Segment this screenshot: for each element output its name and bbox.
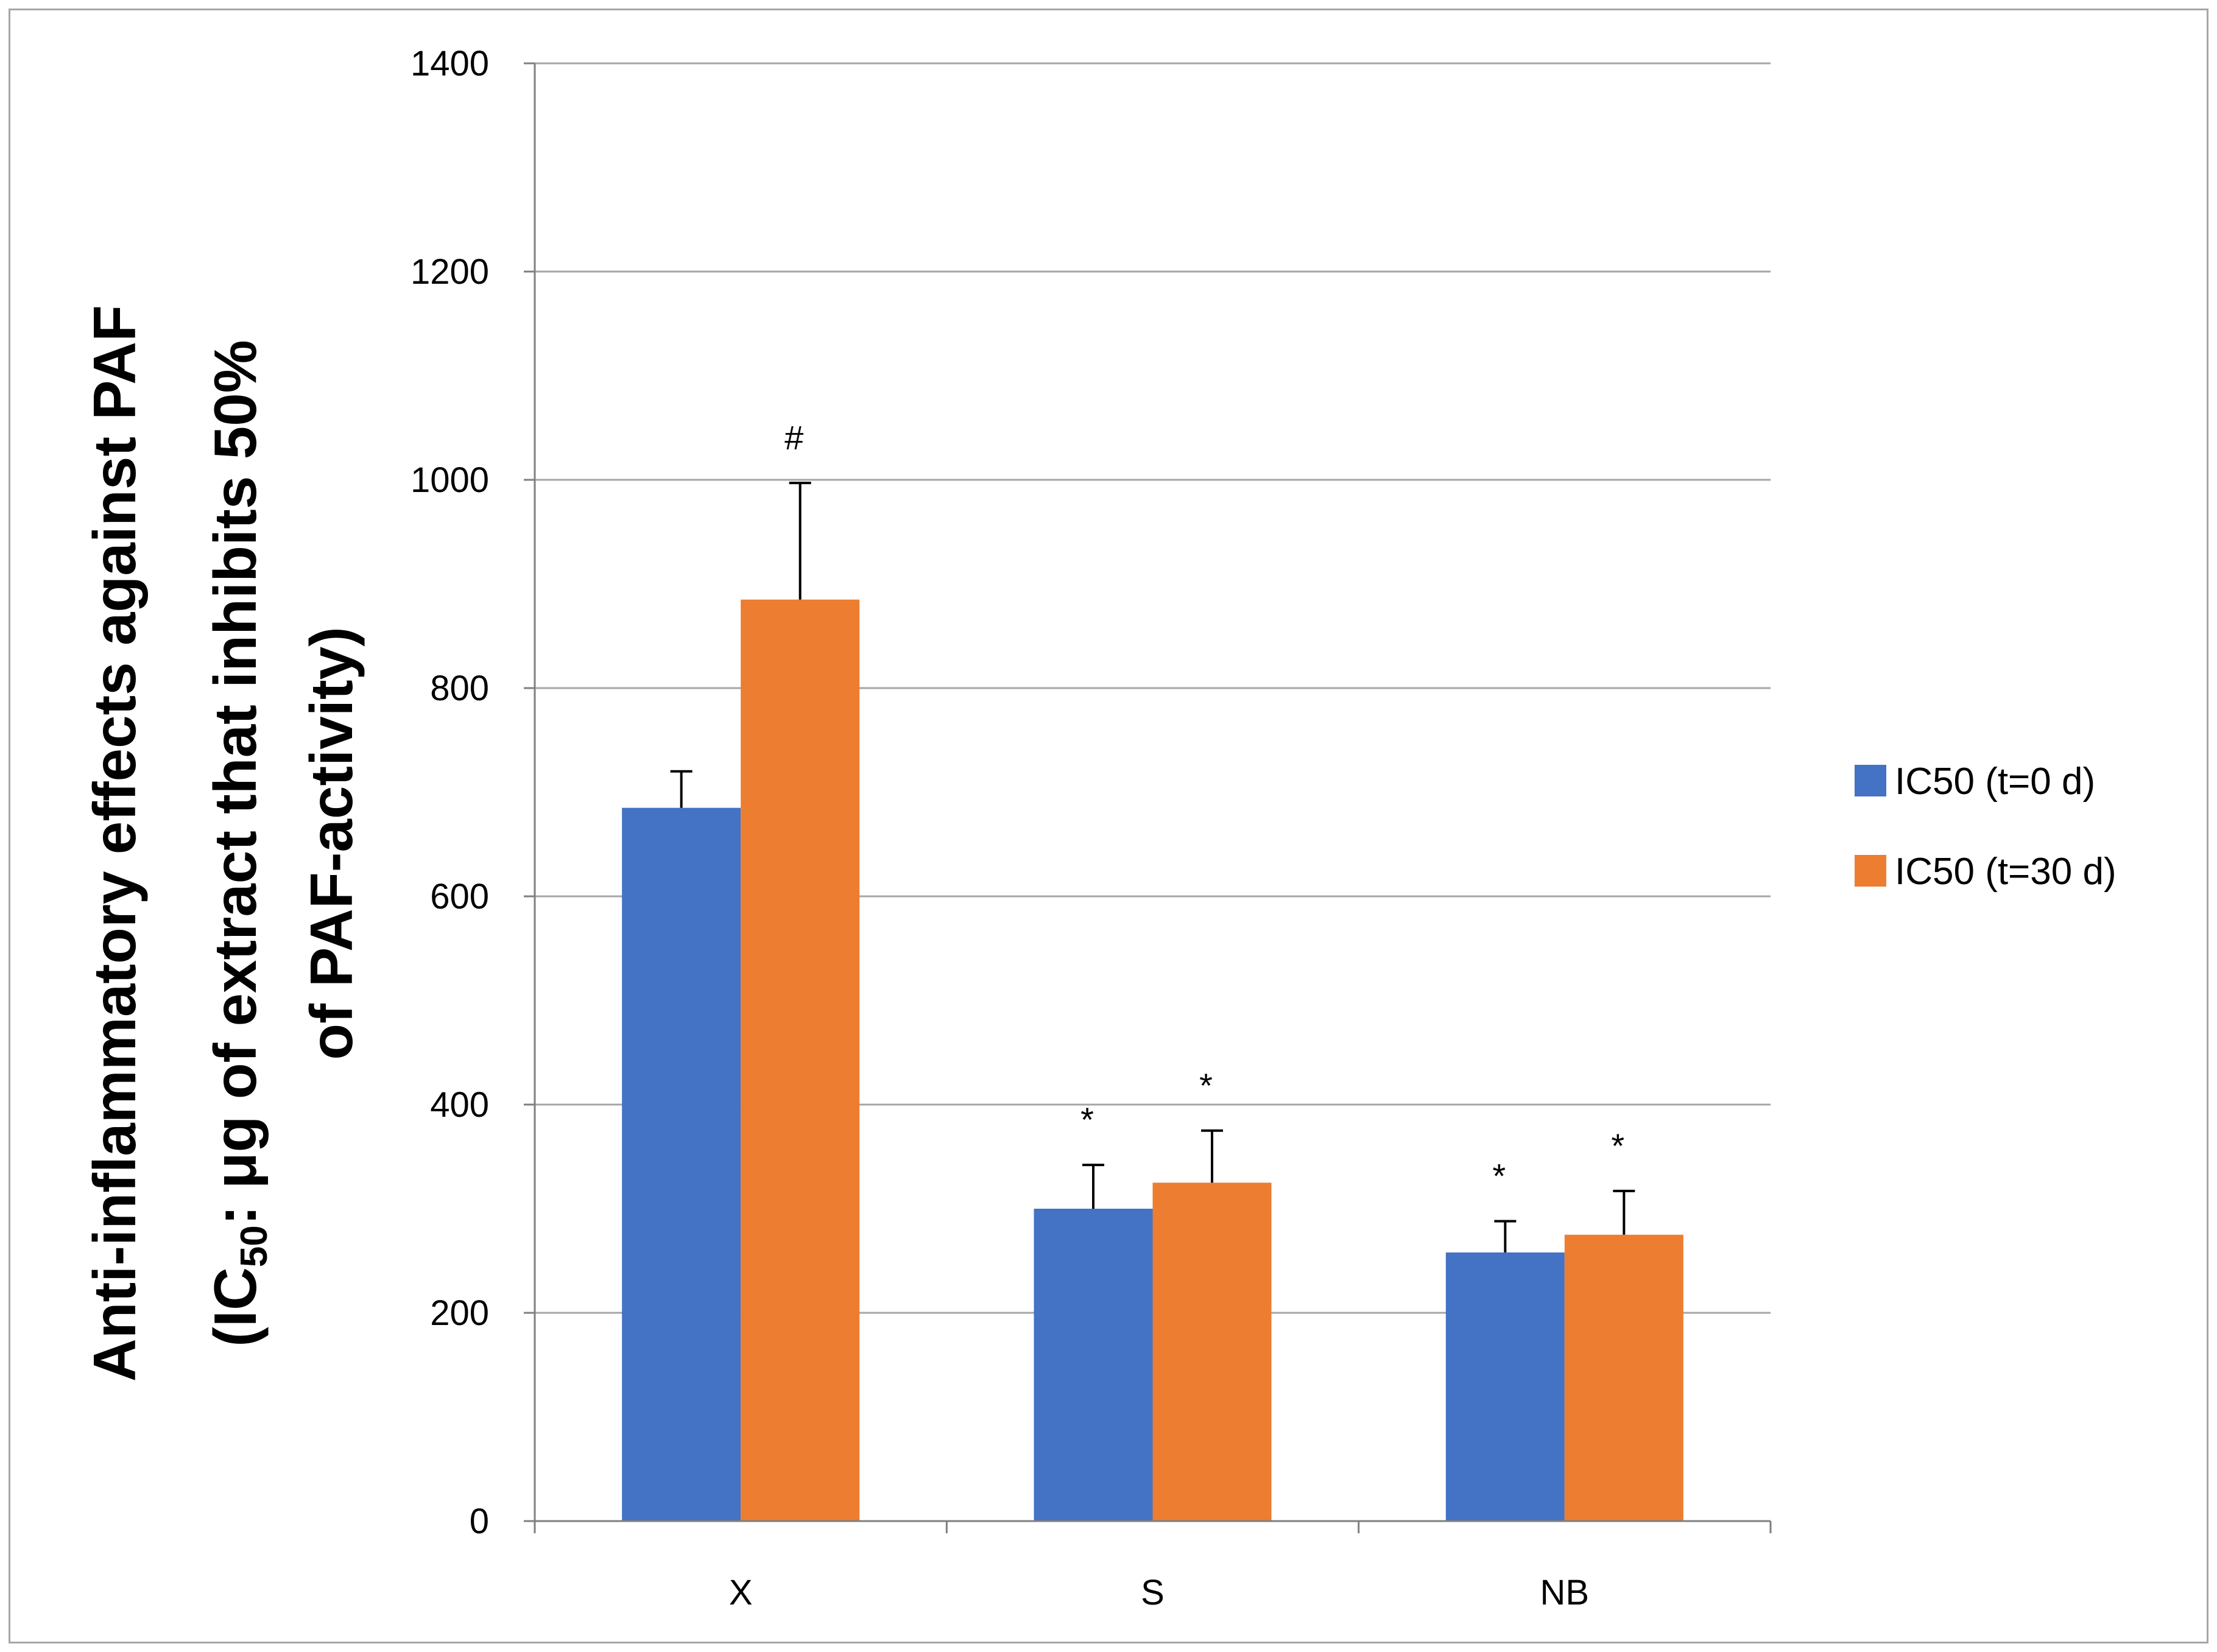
bars (622, 599, 1683, 1521)
x-category-label: NB (1540, 1573, 1590, 1612)
bar (622, 807, 741, 1521)
y-axis-label-line2-sub: 50 (233, 1225, 275, 1267)
y-axis-label-line2: (IC50: μg of extract that inhibits 50% (202, 340, 275, 1347)
y-axis-label-line2-post: : μg of extract that inhibits 50% (202, 340, 269, 1225)
y-tick-label: 600 (430, 877, 489, 916)
significance-marker: # (784, 418, 803, 457)
bar (1564, 1234, 1683, 1521)
y-tick-labels: 0 200 400 600 800 1000 1200 1400 (411, 44, 489, 1541)
y-tick-label: 0 (470, 1502, 489, 1541)
y-tick-label: 400 (430, 1085, 489, 1125)
y-axis-label-line3: of PAF-activity) (298, 627, 365, 1060)
bar (1152, 1183, 1272, 1521)
y-axis-label-line2-pre: (IC (202, 1267, 269, 1347)
bar (741, 599, 860, 1521)
y-axis-label: Anti-inflammatory effects against PAF (I… (81, 305, 365, 1382)
bar (1034, 1209, 1153, 1521)
significance-marker: * (1199, 1066, 1213, 1105)
y-axis-label-line1: Anti-inflammatory effects against PAF (81, 305, 148, 1382)
x-category-label: X (729, 1573, 753, 1612)
significance-marker: * (1492, 1157, 1506, 1195)
y-tick-label: 200 (430, 1293, 489, 1333)
legend: IC50 (t=0 d) IC50 (t=30 d) (1855, 761, 2117, 893)
significance-annotations: * * # * * (784, 418, 1624, 1195)
significance-marker: * (1080, 1100, 1094, 1139)
legend-swatch (1855, 855, 1886, 887)
x-category-label: S (1141, 1573, 1165, 1612)
y-tick-label: 1000 (411, 460, 489, 500)
significance-marker: * (1611, 1127, 1624, 1165)
error-bars (670, 482, 1635, 1253)
axes (524, 62, 1772, 1533)
x-category-labels: X S NB (729, 1573, 1589, 1612)
legend-label: IC50 (t=30 d) (1895, 851, 2117, 893)
y-tick-label: 800 (430, 669, 489, 708)
legend-swatch (1855, 765, 1886, 796)
legend-label: IC50 (t=0 d) (1895, 761, 2095, 803)
y-tick-label: 1200 (411, 252, 489, 292)
y-tick-label: 1400 (411, 44, 489, 83)
bar (1445, 1252, 1565, 1521)
